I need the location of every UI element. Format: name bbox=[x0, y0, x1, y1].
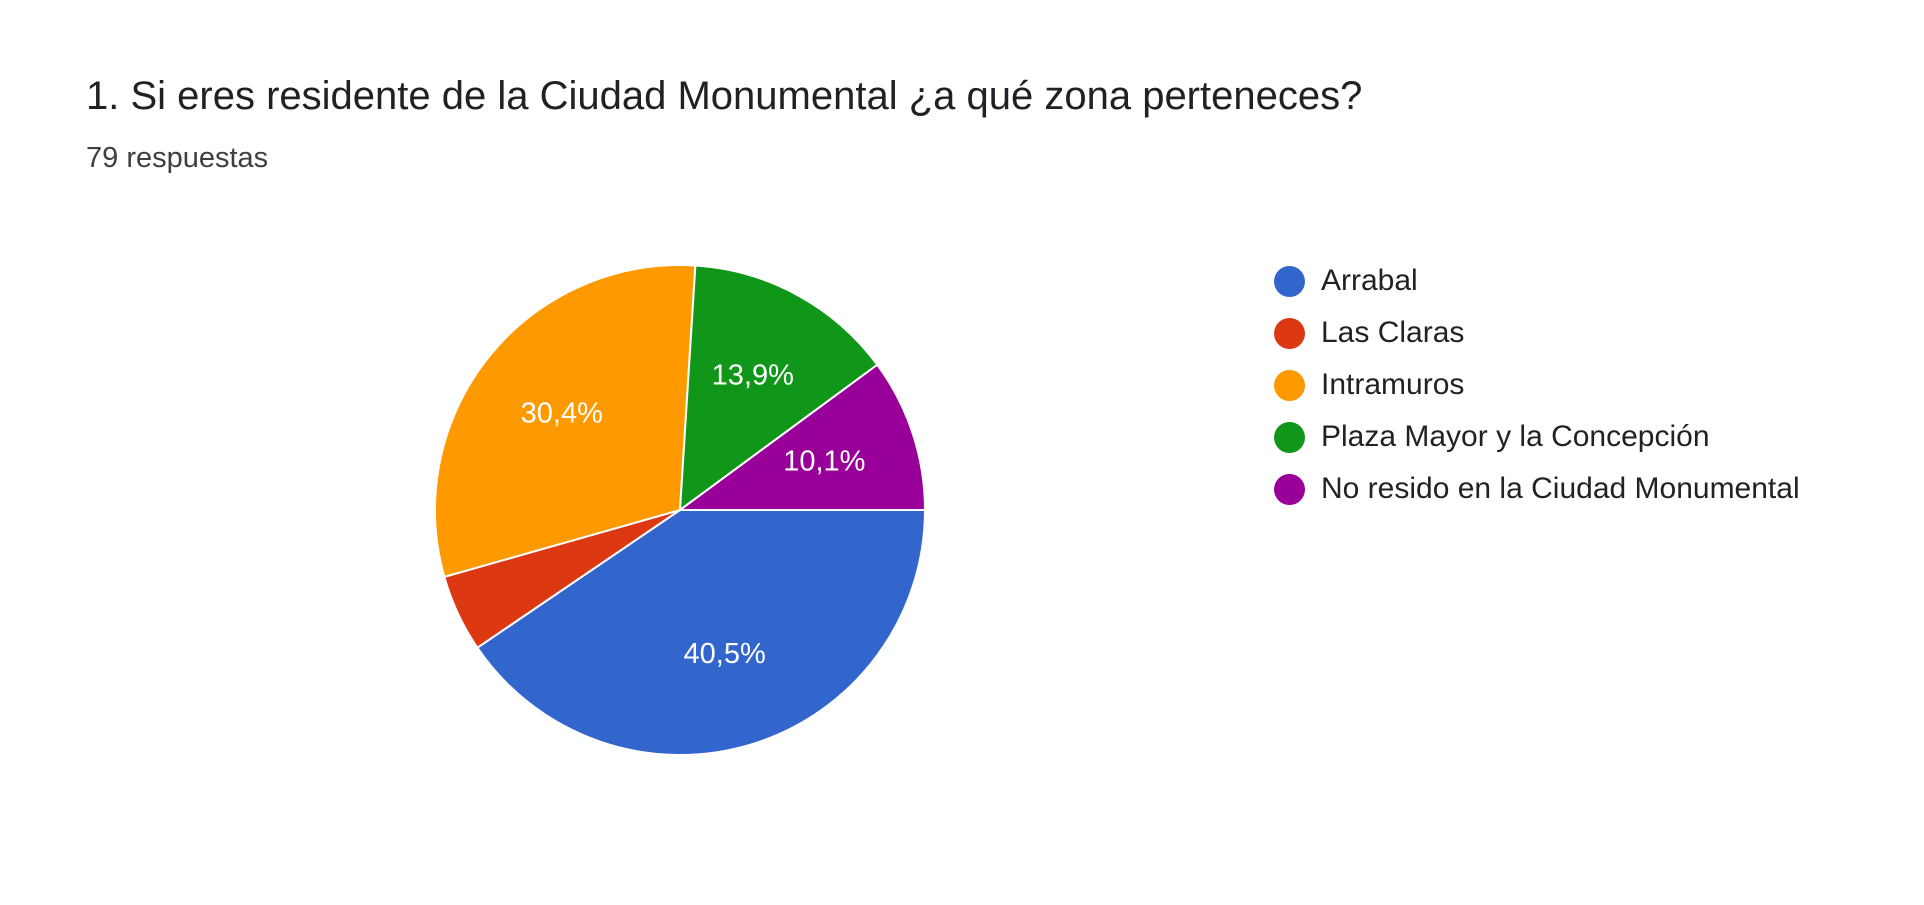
legend-swatch bbox=[1274, 265, 1305, 297]
pie-slice-intramuros[interactable] bbox=[434, 264, 697, 579]
legend-label: Arrabal bbox=[1321, 264, 1418, 297]
pie-slice-no-resido-en-la-ciudad-monumental[interactable] bbox=[676, 363, 927, 511]
legend-swatch bbox=[1274, 317, 1305, 349]
pie-slice-label: 40,5% bbox=[684, 638, 766, 670]
legend-label: Plaza Mayor y la Concepción bbox=[1321, 420, 1710, 453]
pie-slice-label: 13,9% bbox=[712, 359, 794, 391]
question-title: 1. Si eres residente de la Ciudad Monume… bbox=[86, 74, 1363, 118]
pie-chart-svg: 40,5% 30,4% 13,9% 10,1% bbox=[434, 264, 927, 756]
legend-item: No resido en la Ciudad Monumental bbox=[1274, 463, 1800, 515]
legend-swatch bbox=[1274, 473, 1305, 505]
pie-slice-arrabal[interactable] bbox=[475, 509, 927, 756]
pie-slice-label: 10,1% bbox=[783, 445, 865, 477]
legend-label: Las Claras bbox=[1321, 316, 1465, 349]
legend-label: Intramuros bbox=[1321, 368, 1465, 401]
legend-item: Arrabal bbox=[1274, 255, 1800, 307]
legend-swatch bbox=[1274, 421, 1305, 453]
legend-item: Plaza Mayor y la Concepción bbox=[1274, 411, 1800, 463]
legend-item: Intramuros bbox=[1274, 359, 1800, 411]
pie-slice-label: 30,4% bbox=[521, 397, 603, 429]
pie-slice-plaza-mayor-y-la-concepci-n[interactable] bbox=[678, 264, 879, 513]
response-count: 79 respuestas bbox=[86, 142, 269, 174]
pie-chart: 40,5% 30,4% 13,9% 10,1% bbox=[420, 250, 940, 770]
legend-swatch bbox=[1274, 369, 1305, 401]
legend-item: Las Claras bbox=[1274, 307, 1800, 359]
chart-legend: Arrabal Las Claras Intramuros Plaza Mayor y… bbox=[1274, 255, 1800, 515]
legend-label: No resido en la Ciudad Monumental bbox=[1321, 472, 1800, 505]
